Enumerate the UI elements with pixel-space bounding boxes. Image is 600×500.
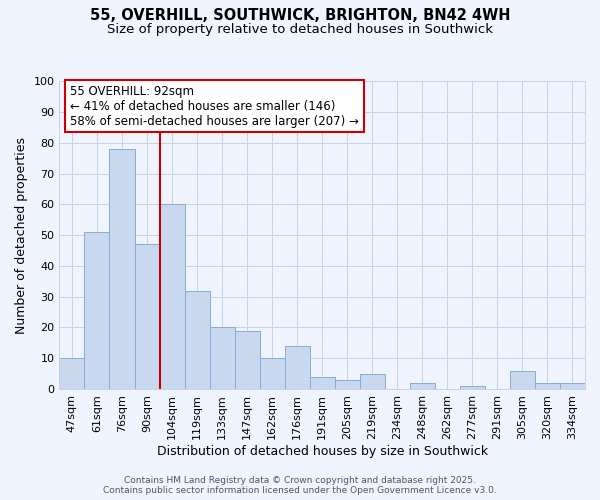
Bar xyxy=(510,370,535,389)
Bar xyxy=(335,380,360,389)
Text: Size of property relative to detached houses in Southwick: Size of property relative to detached ho… xyxy=(107,22,493,36)
Text: 55 OVERHILL: 92sqm
← 41% of detached houses are smaller (146)
58% of semi-detach: 55 OVERHILL: 92sqm ← 41% of detached hou… xyxy=(70,84,359,128)
Bar xyxy=(160,204,185,389)
Bar xyxy=(109,149,134,389)
Bar xyxy=(134,244,160,389)
Bar xyxy=(209,328,235,389)
Bar xyxy=(85,232,109,389)
X-axis label: Distribution of detached houses by size in Southwick: Distribution of detached houses by size … xyxy=(157,444,488,458)
Bar xyxy=(535,383,560,389)
Bar xyxy=(360,374,385,389)
Text: 55, OVERHILL, SOUTHWICK, BRIGHTON, BN42 4WH: 55, OVERHILL, SOUTHWICK, BRIGHTON, BN42 … xyxy=(90,8,510,22)
Bar xyxy=(59,358,85,389)
Bar xyxy=(460,386,485,389)
Y-axis label: Number of detached properties: Number of detached properties xyxy=(15,136,28,334)
Bar xyxy=(310,376,335,389)
Bar xyxy=(260,358,284,389)
Bar xyxy=(410,383,435,389)
Text: Contains HM Land Registry data © Crown copyright and database right 2025.
Contai: Contains HM Land Registry data © Crown c… xyxy=(103,476,497,495)
Bar xyxy=(185,290,209,389)
Bar xyxy=(284,346,310,389)
Bar xyxy=(560,383,585,389)
Bar xyxy=(235,330,260,389)
